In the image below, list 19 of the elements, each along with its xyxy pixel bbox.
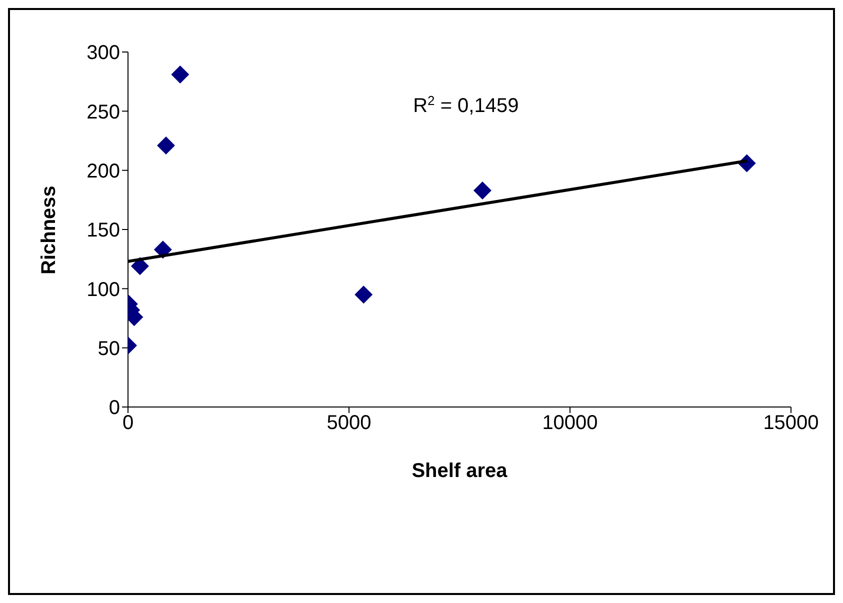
y-tick-label: 0	[108, 397, 120, 420]
y-axis-title: Richness	[38, 186, 60, 274]
y-tick-label: 200	[86, 160, 120, 182]
x-tick-label: 10000	[542, 412, 598, 434]
point	[171, 65, 190, 84]
y-tick-label: 100	[86, 278, 120, 301]
point	[130, 257, 149, 276]
y-tick-label: 50	[98, 338, 120, 360]
x-tick-label: 0	[122, 412, 134, 434]
y-tick-label: 150	[86, 220, 120, 242]
x-tick-label: 15000	[763, 412, 819, 434]
y-tick-label: 250	[86, 101, 120, 124]
y-tick-label: 300	[86, 42, 120, 64]
point	[354, 286, 373, 304]
point	[157, 136, 176, 154]
annotation: R$^{2}$ = 0,1459	[413, 92, 519, 117]
x-tick-label: 5000	[326, 412, 372, 434]
x-axis-title: Shelf area	[412, 460, 508, 482]
point	[473, 181, 492, 200]
